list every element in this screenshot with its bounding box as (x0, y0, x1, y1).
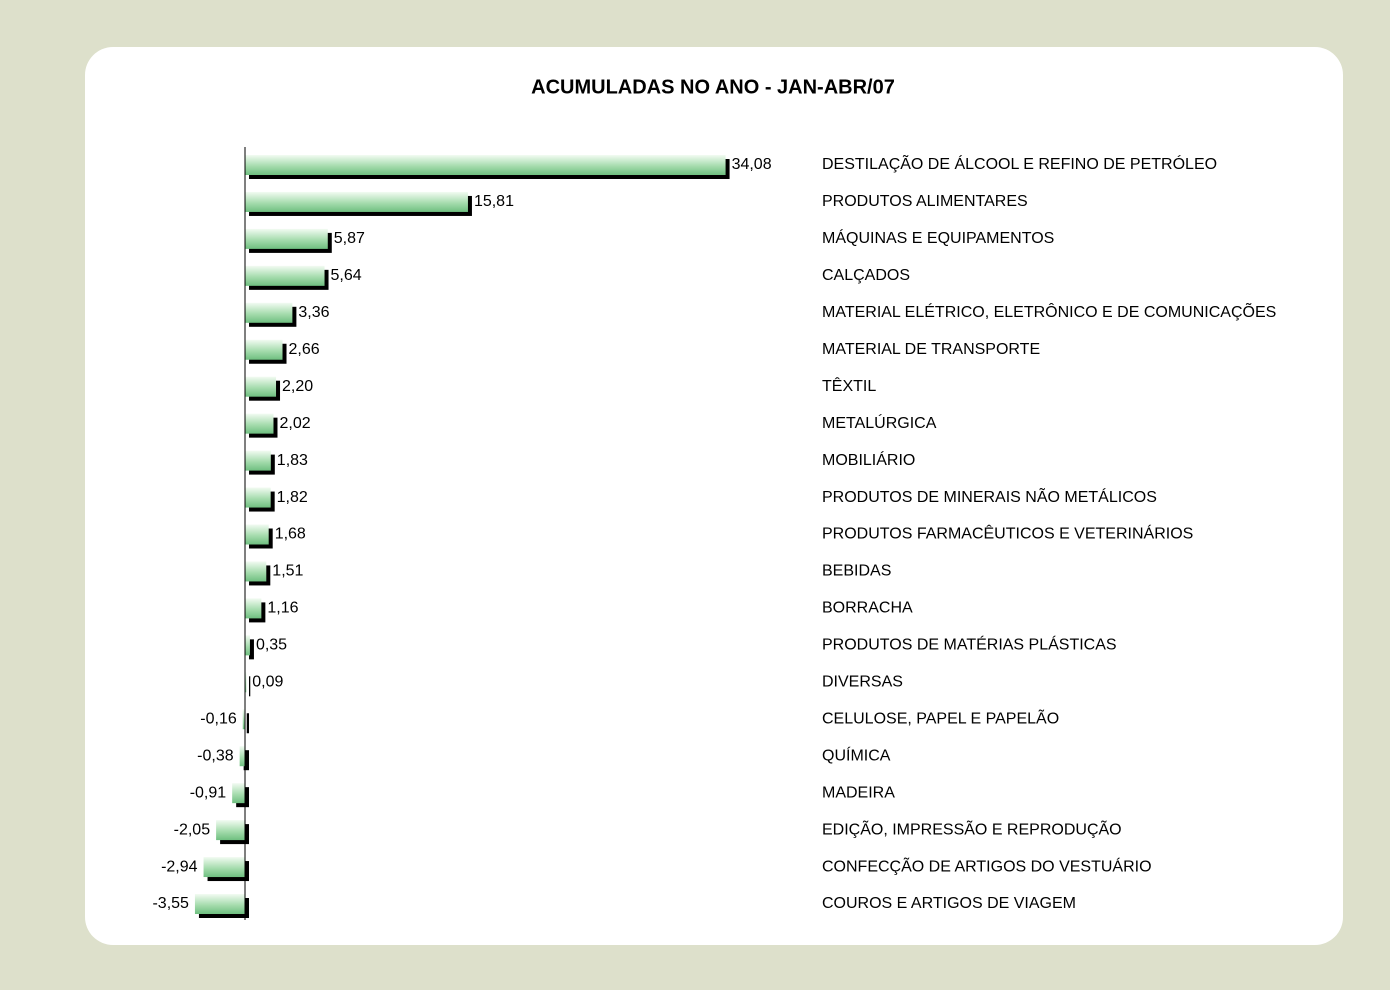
value-label: 1,82 (277, 489, 308, 506)
value-label: 5,87 (334, 230, 365, 247)
value-label: 15,81 (474, 193, 514, 210)
chart-panel (85, 47, 1343, 945)
value-label: 1,68 (275, 526, 306, 543)
bar-shadow (249, 676, 251, 697)
bar (245, 376, 277, 397)
category-label: PRODUTOS FARMACÊUTICOS E VETERINÁRIOS (822, 524, 1193, 543)
value-label: 2,20 (282, 378, 313, 395)
category-label: MATERIAL DE TRANSPORTE (822, 341, 1040, 358)
value-label: 1,83 (277, 452, 308, 469)
category-label: TÊXTIL (822, 376, 876, 395)
category-label: CALÇADOS (822, 267, 910, 284)
value-label: 0,35 (256, 637, 287, 654)
bar (245, 413, 274, 434)
category-label: PRODUTOS ALIMENTARES (822, 193, 1028, 210)
bar (245, 487, 271, 508)
value-label: -0,38 (197, 747, 234, 764)
bar (245, 265, 325, 286)
bar (245, 598, 262, 619)
bar-shadow (249, 639, 254, 660)
category-label: DESTILAÇÃO DE ÁLCOOL E REFINO DE PETRÓLE… (822, 153, 1217, 173)
value-label: -0,91 (190, 784, 227, 801)
category-label: MOBILIÁRIO (822, 450, 915, 469)
value-label: 5,64 (331, 267, 362, 284)
bar (242, 709, 246, 730)
value-label: -0,16 (200, 710, 237, 727)
category-label: QUÍMICA (822, 745, 891, 764)
bar (245, 524, 269, 545)
category-label: METALÚRGICA (822, 413, 937, 432)
bar-shadow (243, 750, 250, 771)
bar (245, 155, 726, 175)
category-label: DIVERSAS (822, 674, 903, 691)
chart-title: ACUMULADAS NO ANO - JAN-ABR/07 (531, 76, 895, 98)
bar (245, 191, 468, 212)
bar (245, 450, 271, 471)
value-label: 0,09 (252, 674, 283, 691)
value-label: -2,05 (174, 821, 211, 838)
value-label: 1,51 (272, 563, 303, 580)
category-label: CELULOSE, PAPEL E PAPELÃO (822, 707, 1059, 727)
bar (245, 635, 250, 656)
value-label: -3,55 (152, 895, 189, 912)
value-label: 2,66 (289, 341, 320, 358)
bar-shadow (246, 713, 250, 734)
category-label: PRODUTOS DE MINERAIS NÃO METÁLICOS (822, 486, 1157, 506)
value-label: 3,36 (298, 304, 329, 321)
category-label: MÁQUINAS E EQUIPAMENTOS (822, 228, 1054, 247)
value-label: 1,16 (267, 600, 298, 617)
category-label: BORRACHA (822, 600, 913, 617)
category-label: BEBIDAS (822, 563, 891, 580)
value-label: -2,94 (161, 858, 198, 875)
bar (245, 339, 283, 360)
bar (245, 228, 328, 249)
bar (232, 783, 246, 804)
category-label: PRODUTOS DE MATÉRIAS PLÁSTICAS (822, 635, 1117, 654)
value-label: 34,08 (732, 156, 772, 173)
bar (216, 820, 246, 841)
category-label: COUROS E ARTIGOS DE VIAGEM (822, 895, 1076, 912)
bar (245, 302, 293, 323)
bar (194, 894, 246, 914)
value-label: 2,02 (279, 415, 310, 432)
bar (245, 561, 267, 582)
category-label: CONFECÇÃO DE ARTIGOS DO VESTUÁRIO (822, 855, 1152, 875)
category-label: MADEIRA (822, 784, 895, 801)
bar (245, 672, 247, 693)
category-label: MATERIAL ELÉTRICO, ELETRÔNICO E DE COMUN… (822, 301, 1276, 321)
bar (239, 746, 246, 767)
category-label: EDIÇÃO, IMPRESSÃO E REPRODUÇÃO (822, 818, 1122, 838)
bar (203, 857, 246, 878)
